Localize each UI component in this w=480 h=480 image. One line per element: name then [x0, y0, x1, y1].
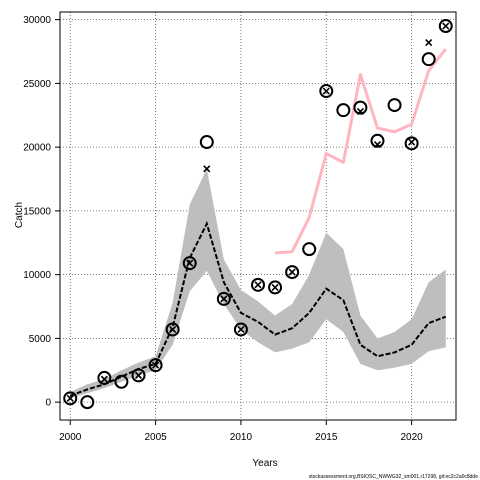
cross-point [442, 22, 450, 30]
cross-point [152, 361, 160, 369]
cross-point [66, 394, 74, 402]
x-tick-label: 2005 [144, 432, 167, 443]
cross-point [356, 107, 364, 116]
cross-point [237, 325, 245, 334]
cross-point [254, 281, 262, 289]
cross-point [408, 138, 416, 146]
y-tick-label: 5000 [29, 334, 52, 345]
observed-circle-point [285, 265, 300, 280]
observed-circle-point [97, 370, 112, 385]
chart-markers [63, 19, 453, 410]
cross-point [322, 87, 330, 95]
x-tick-label: 2000 [59, 432, 82, 443]
confidence-band-area [70, 168, 446, 399]
observed-circle-point [233, 322, 248, 337]
observed-circle-point [319, 84, 334, 99]
x-tick-label: 2010 [230, 432, 253, 443]
x-tick-label: 2020 [400, 432, 423, 443]
x-tick-label: 2015 [315, 432, 338, 443]
chart-axes: 2000 2005 2010 2015 2020 0 5000 10000 15000 20000… [23, 15, 423, 443]
observed-circle-point [182, 256, 197, 271]
observed-circle-point [353, 100, 368, 115]
y-axis-title: Catch [14, 202, 25, 228]
y-tick-label: 20000 [23, 143, 51, 154]
cross-point [134, 371, 143, 379]
cross-point [288, 268, 296, 276]
observed-circle-point [63, 391, 78, 406]
observed-circle-point [114, 374, 129, 389]
y-tick-label: 10000 [23, 270, 51, 281]
observed-circle-point [268, 280, 283, 295]
observed-circle-point [216, 291, 231, 306]
footer-note: stockassessment.org,BSIOSC_NWWG32_sm001,… [309, 474, 478, 480]
cross-point [220, 295, 228, 303]
observed-circle-point [370, 133, 385, 148]
observed-circle-point [165, 322, 180, 337]
observed-circle-point [131, 368, 146, 383]
observed-circle-point [80, 395, 95, 410]
y-tick-label: 30000 [23, 15, 51, 26]
observed-circle-point [404, 136, 419, 151]
x-axis-title: Years [252, 458, 277, 469]
cross-point [169, 325, 177, 334]
y-tick-label: 25000 [23, 79, 51, 90]
observed-circle-point [387, 98, 402, 113]
observed-circle-point [148, 358, 163, 373]
observed-circle-point [251, 277, 265, 292]
cross-point [100, 375, 108, 383]
y-tick-label: 15000 [23, 206, 51, 217]
cross-point [203, 165, 211, 173]
observed-circle-point [438, 19, 453, 34]
observed-circle-point [199, 135, 214, 150]
pink-series-line [274, 48, 447, 255]
confidence-band [70, 168, 446, 399]
y-tick-label: 0 [45, 398, 51, 409]
plot-frame [59, 11, 457, 421]
observed-circle-point [336, 103, 351, 118]
observed-circle-point [421, 52, 436, 67]
cross-point [373, 141, 382, 149]
cross-point [186, 259, 194, 267]
observed-circle-point [302, 242, 317, 257]
cross-point [425, 39, 433, 47]
cross-point [271, 283, 279, 291]
